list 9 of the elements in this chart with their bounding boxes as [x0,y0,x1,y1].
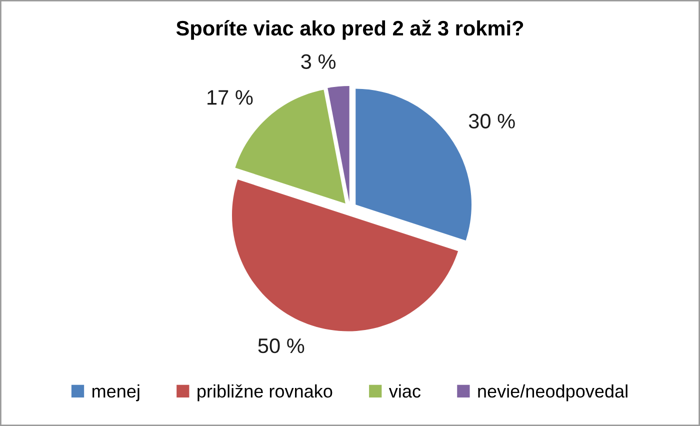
data-label: 30 % [468,114,515,129]
legend-label: viac [388,384,421,398]
data-label: 17 % [208,90,253,105]
legend-label: menej [92,384,140,402]
data-label: 50 % [258,338,304,354]
legend-label: nevie/neodpovedal [478,384,628,402]
chart-title: Sporíte viac ako pred 2 až 3 rokmi? [176,20,524,40]
legend-label: približne rovnako [198,384,332,402]
data-label: 3 % [301,54,336,69]
